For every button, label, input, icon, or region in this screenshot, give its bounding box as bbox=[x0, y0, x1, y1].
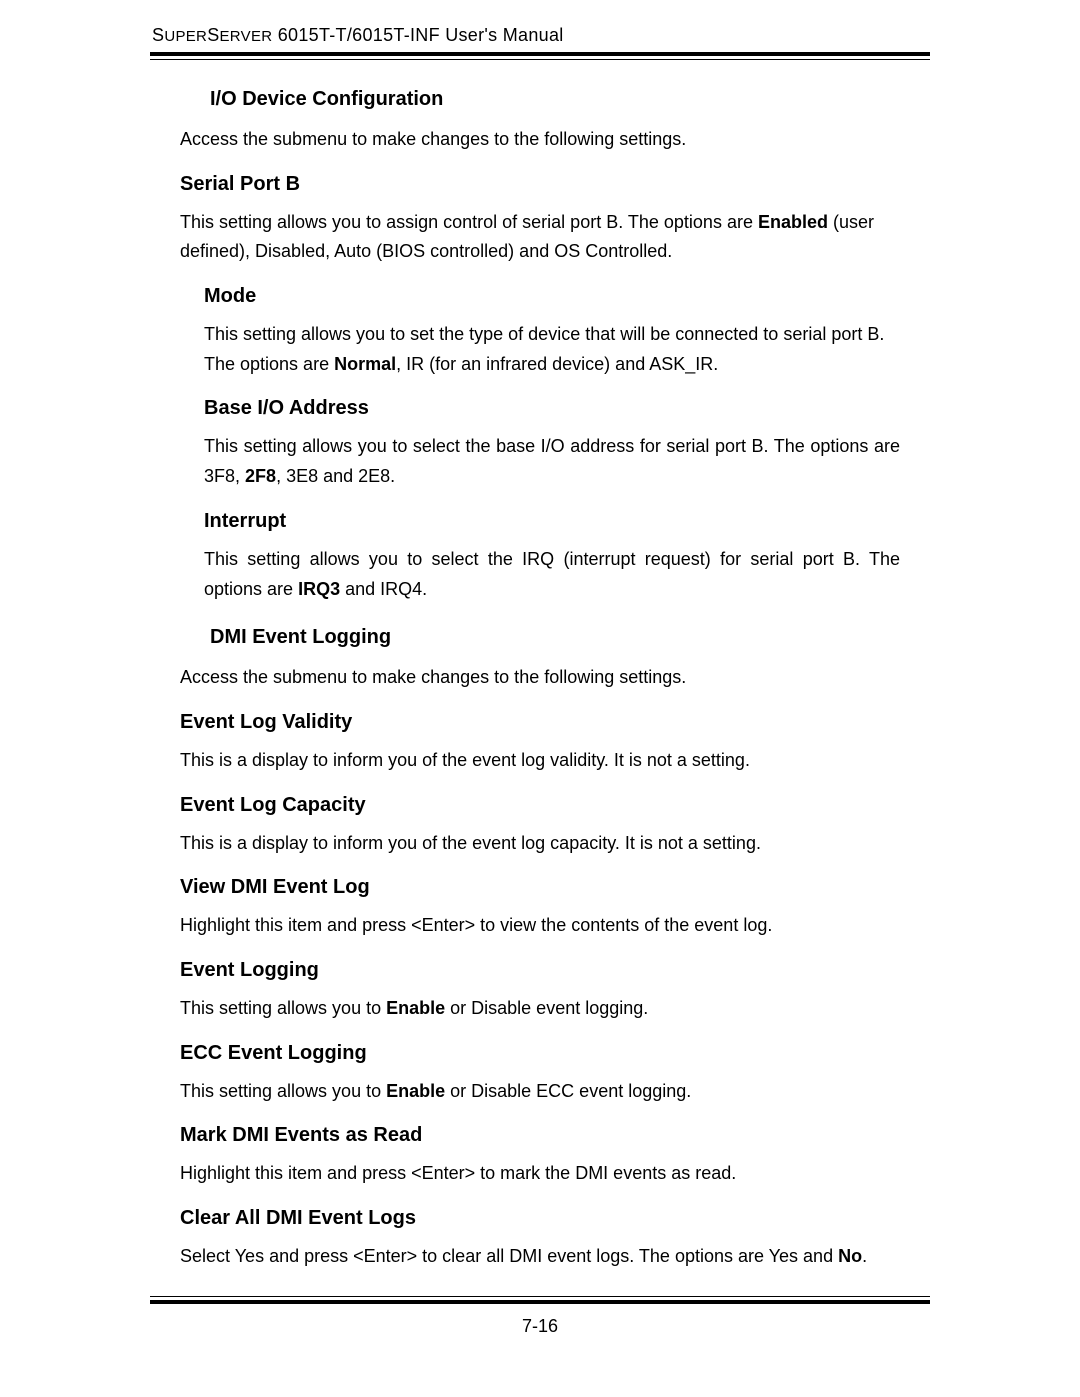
header-text: SUPERSERVER 6015T-T/6015T-INF User's Man… bbox=[152, 25, 564, 45]
section-io-device-config: I/O Device Configuration bbox=[210, 88, 900, 111]
heading-base-io: Base I/O Address bbox=[204, 397, 900, 420]
running-header: SUPERSERVER 6015T-T/6015T-INF User's Man… bbox=[150, 25, 930, 46]
page-number: 7-16 bbox=[150, 1316, 930, 1337]
view-dmi-desc: Highlight this item and press <Enter> to… bbox=[180, 911, 900, 941]
mark-dmi-desc: Highlight this item and press <Enter> to… bbox=[180, 1159, 900, 1189]
ecc-event-logging-desc: This setting allows you to Enable or Dis… bbox=[180, 1077, 900, 1107]
interrupt-desc: This setting allows you to select the IR… bbox=[204, 545, 900, 604]
heading-mark-dmi-read: Mark DMI Events as Read bbox=[180, 1124, 900, 1147]
footer-rule bbox=[150, 1296, 930, 1304]
content-area: I/O Device Configuration Access the subm… bbox=[150, 88, 930, 1272]
page-container: SUPERSERVER 6015T-T/6015T-INF User's Man… bbox=[0, 0, 1080, 1337]
heading-event-log-validity: Event Log Validity bbox=[180, 711, 900, 734]
event-logging-desc: This setting allows you to Enable or Dis… bbox=[180, 994, 900, 1024]
serial-sub-group: Mode This setting allows you to set the … bbox=[204, 285, 900, 604]
serial-port-b-desc: This setting allows you to assign contro… bbox=[180, 208, 900, 267]
io-intro: Access the submenu to make changes to th… bbox=[180, 125, 900, 155]
heading-ecc-event-logging: ECC Event Logging bbox=[180, 1042, 900, 1065]
heading-serial-port-b: Serial Port B bbox=[180, 173, 900, 196]
heading-clear-all-dmi: Clear All DMI Event Logs bbox=[180, 1207, 900, 1230]
heading-mode: Mode bbox=[204, 285, 900, 308]
heading-event-logging: Event Logging bbox=[180, 959, 900, 982]
header-rule bbox=[150, 52, 930, 60]
heading-event-log-capacity: Event Log Capacity bbox=[180, 794, 900, 817]
section-dmi-event-logging: DMI Event Logging bbox=[210, 626, 900, 649]
mode-desc: This setting allows you to set the type … bbox=[204, 320, 900, 379]
event-log-validity-desc: This is a display to inform you of the e… bbox=[180, 746, 900, 776]
clear-all-dmi-desc: Select Yes and press <Enter> to clear al… bbox=[180, 1242, 900, 1272]
event-log-capacity-desc: This is a display to inform you of the e… bbox=[180, 829, 900, 859]
dmi-intro: Access the submenu to make changes to th… bbox=[180, 663, 900, 693]
heading-view-dmi-event-log: View DMI Event Log bbox=[180, 876, 900, 899]
heading-interrupt: Interrupt bbox=[204, 510, 900, 533]
base-io-desc: This setting allows you to select the ba… bbox=[204, 432, 900, 491]
